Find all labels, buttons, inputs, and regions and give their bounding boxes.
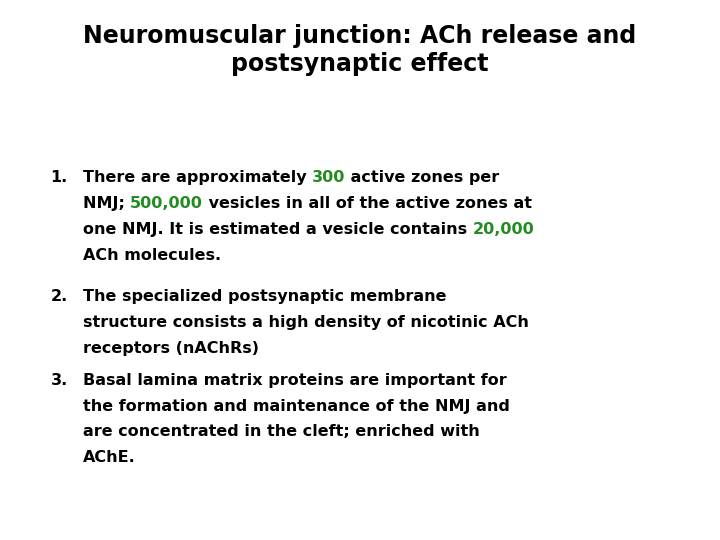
Text: one NMJ. It is estimated a vesicle contains: one NMJ. It is estimated a vesicle conta… <box>83 222 472 237</box>
Text: 3.: 3. <box>50 373 68 388</box>
Text: The specialized postsynaptic membrane: The specialized postsynaptic membrane <box>83 289 446 304</box>
Text: are concentrated in the cleft; enriched with: are concentrated in the cleft; enriched … <box>83 424 480 440</box>
Text: the formation and maintenance of the NMJ and: the formation and maintenance of the NMJ… <box>83 399 510 414</box>
Text: ACh molecules.: ACh molecules. <box>83 248 221 263</box>
Text: vesicles in all of the active zones at: vesicles in all of the active zones at <box>203 196 532 211</box>
Text: Neuromuscular junction: ACh release and
postsynaptic effect: Neuromuscular junction: ACh release and … <box>84 24 636 76</box>
Text: active zones per: active zones per <box>346 170 500 185</box>
Text: NMJ;: NMJ; <box>83 196 130 211</box>
Text: 1.: 1. <box>50 170 68 185</box>
Text: structure consists a high density of nicotinic ACh: structure consists a high density of nic… <box>83 315 528 330</box>
Text: receptors (nAChRs): receptors (nAChRs) <box>83 341 258 356</box>
Text: 300: 300 <box>312 170 346 185</box>
Text: AChE.: AChE. <box>83 450 135 465</box>
Text: 2.: 2. <box>50 289 68 304</box>
Text: There are approximately: There are approximately <box>83 170 312 185</box>
Text: 20,000: 20,000 <box>472 222 534 237</box>
Text: 500,000: 500,000 <box>130 196 203 211</box>
Text: Basal lamina matrix proteins are important for: Basal lamina matrix proteins are importa… <box>83 373 507 388</box>
